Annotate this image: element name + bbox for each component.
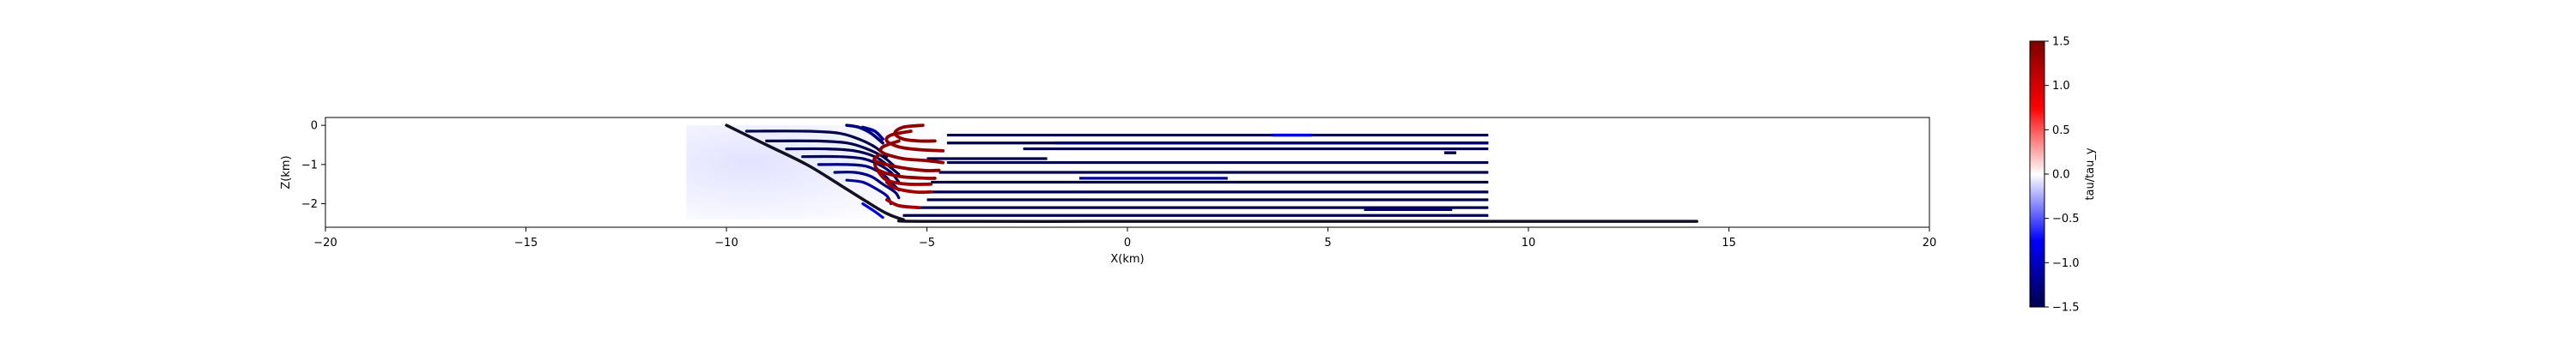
fold-fracture-5 (877, 171, 933, 186)
fold-fracture-0 (893, 123, 937, 143)
x-tick-label: −10 (714, 237, 738, 250)
thrust-fracture-1 (861, 125, 884, 141)
plot-area (686, 123, 1698, 224)
x-tick-label: 0 (1124, 237, 1131, 250)
hangingwall-fracture-5 (833, 171, 901, 200)
x-tick-label: 15 (1722, 237, 1736, 250)
hangingwall-fracture-6 (845, 178, 893, 206)
x-tick-label: −15 (514, 237, 538, 250)
colorbar-label: tau/tau_y (2084, 147, 2097, 200)
y-tick-label: 0 (311, 120, 318, 133)
y-tick-label: −2 (301, 198, 318, 211)
colorbar-tick-label: 1.5 (2052, 36, 2070, 49)
x-tick-label: −20 (313, 237, 337, 250)
x-axis-ticks: −20 −15 −10 −5 0 5 10 15 20 (313, 227, 1936, 250)
y-tick-label: −1 (301, 159, 318, 172)
thrust-fractures (845, 123, 884, 145)
colorbar: 1.5 1.0 0.5 0.0 −0.5 −1.0 −1.5 tau/tau_y (2029, 36, 2097, 315)
layer-highlights (1054, 133, 1489, 154)
sediment-layers (902, 133, 1489, 217)
colorbar-tick-label: −1.0 (2052, 257, 2080, 270)
x-tick-label: −5 (919, 237, 935, 250)
hangingwall-fracture-7 (861, 202, 884, 220)
fold-fracture-2 (878, 139, 945, 165)
x-tick-label: 5 (1324, 237, 1331, 250)
hangingwall-fracture-1 (765, 139, 896, 168)
colorbar-ticks: 1.5 1.0 0.5 0.0 −0.5 −1.0 −1.5 (2044, 36, 2080, 315)
hangingwall-fracture-0 (744, 129, 889, 159)
hangingwall-fracture-3 (801, 154, 901, 184)
main-fault (725, 123, 1698, 224)
fold-fracture-7 (884, 198, 921, 209)
fold-fractures (872, 123, 945, 209)
colorbar-tick-label: 0.0 (2052, 169, 2070, 182)
fold-fracture-6 (884, 180, 933, 195)
colorbar-bar (2029, 40, 2045, 308)
colorbar-tick-label: −0.5 (2052, 213, 2080, 226)
y-axis-ticks: 0 −1 −2 (301, 120, 325, 211)
x-tick-label: 10 (1522, 237, 1536, 250)
colorbar-tick-label: −1.5 (2052, 302, 2080, 315)
x-axis-label: X(km) (1110, 253, 1144, 266)
colorbar-tick-label: 1.0 (2052, 80, 2070, 93)
y-axis-label: Z(km) (280, 155, 293, 189)
colorbar-tick-label: 0.5 (2052, 124, 2070, 137)
thrust-fracture-0 (845, 123, 884, 145)
fold-fracture-4 (872, 163, 937, 180)
fold-fracture-3 (872, 153, 941, 172)
x-tick-label: 20 (1923, 237, 1937, 250)
